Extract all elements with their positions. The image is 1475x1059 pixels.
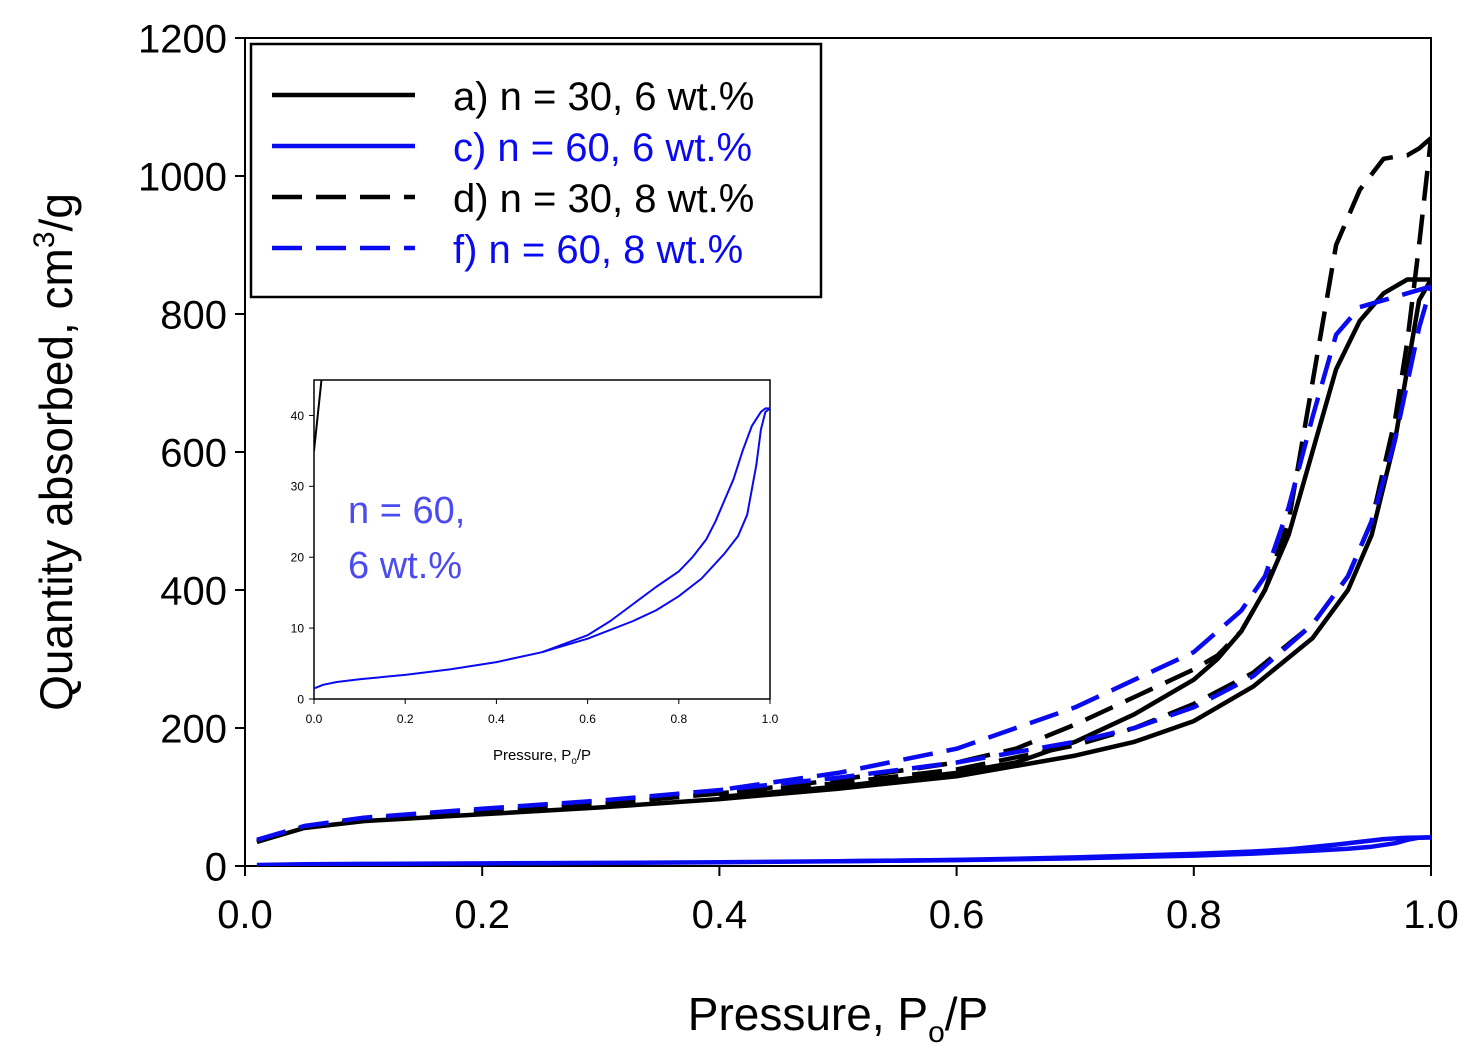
inset-series-group [314, 380, 770, 690]
inset-x-tick-label: 1.0 [762, 712, 779, 726]
main-series-4-branch-1 [256, 285, 1431, 842]
main-series-4-branch-2 [719, 284, 1431, 793]
inset-series-1-branch-1 [314, 407, 770, 690]
inset-y-axis: 0 10 20 30 40 [291, 409, 314, 706]
inset-y-tick-label: 40 [291, 409, 305, 423]
inset-annotation: n = 60, 6 wt.% [348, 490, 476, 587]
main-y-axis-title-sup: 3 [28, 231, 61, 248]
inset-series-2-branch-1 [314, 380, 323, 452]
legend-label-2: c) n = 60, 6 wt.% [453, 126, 752, 170]
main-chart: 0.0 0.2 0.4 0.6 0.8 1.0 020040060080010001200… [28, 17, 1459, 1049]
main-x-tick-label: 0.4 [692, 893, 748, 937]
inset-chart: 0.0 0.2 0.4 0.6 0.8 1.0 0 10 20 30 40 n = 60, 6 w… [291, 379, 779, 767]
main-x-axis-title: Pressure, Po/P [688, 988, 988, 1049]
main-x-axis-title-sub: o [928, 1016, 945, 1049]
inset-x-tick-label: 0.2 [397, 712, 414, 726]
main-y-tick-label: 0 [205, 845, 227, 889]
inset-x-tick-label: 0.0 [306, 712, 323, 726]
legend-box [249, 42, 823, 299]
inset-x-axis-title-text: Pressure, P [493, 747, 571, 764]
main-x-tick-label: 1.0 [1403, 893, 1459, 937]
main-x-tick-label: 0.2 [454, 893, 510, 937]
inset-y-tick-label: 0 [297, 692, 304, 706]
inset-x-axis-title: Pressure, Po/P [493, 747, 591, 767]
main-series-1-branch-2 [719, 277, 1431, 800]
legend-items: a) n = 30, 6 wt.% c) n = 60, 6 wt.% d) n =… [272, 75, 754, 272]
main-x-axis-title-tail: /P [945, 988, 988, 1040]
main-y-axis-title: Quantity absorbed, cm3/g [28, 193, 82, 711]
main-y-tick-label: 1200 [138, 17, 227, 61]
inset-annotation-line-2: 6 wt.% [348, 545, 462, 587]
inset-y-tick-label: 10 [291, 621, 305, 635]
main-y-tick-label: 600 [160, 431, 227, 475]
main-series-3-branch-2 [719, 136, 1431, 796]
inset-series-1-branch-2 [541, 407, 770, 654]
inset-x-tick-label: 0.8 [670, 712, 687, 726]
main-y-axis-title-text: Quantity absorbed, cm [30, 248, 82, 711]
inset-x-axis: 0.0 0.2 0.4 0.6 0.8 1.0 [306, 699, 779, 726]
inset-x-tick-label: 0.6 [579, 712, 596, 726]
legend-label-1: a) n = 30, 6 wt.% [453, 75, 754, 119]
legend-label-4: f) n = 60, 8 wt.% [453, 228, 743, 272]
main-y-axis-title-tail: /g [30, 193, 82, 231]
main-y-tick-label: 1000 [138, 155, 227, 199]
main-y-tick-label: 200 [160, 707, 227, 751]
legend-label-3: d) n = 30, 8 wt.% [453, 177, 754, 221]
main-x-axis: 0.0 0.2 0.4 0.6 0.8 1.0 [217, 866, 1459, 937]
main-y-tick-label: 800 [160, 293, 227, 337]
main-x-tick-label: 0.8 [1166, 893, 1222, 937]
inset-x-axis-title-tail: /P [577, 747, 591, 764]
inset-plot-frame [313, 379, 771, 700]
inset-x-axis-title-sub: o [571, 756, 577, 767]
main-x-tick-label: 0.6 [929, 893, 985, 937]
main-y-tick-label: 400 [160, 569, 227, 613]
inset-x-tick-label: 0.4 [488, 712, 505, 726]
inset-annotation-line-1: n = 60, [348, 490, 465, 532]
main-x-tick-label: 0.0 [217, 893, 273, 937]
main-y-axis: 0 200 400 600 800 1000 1200 [138, 17, 245, 889]
main-x-axis-title-text: Pressure, P [688, 988, 928, 1040]
legend: a) n = 30, 6 wt.% c) n = 60, 6 wt.% d) n =… [249, 42, 823, 299]
inset-y-tick-label: 30 [291, 480, 305, 494]
main-series-group [256, 136, 1431, 866]
main-series-2-branch-2 [837, 835, 1431, 864]
inset-y-tick-label: 20 [291, 551, 305, 565]
